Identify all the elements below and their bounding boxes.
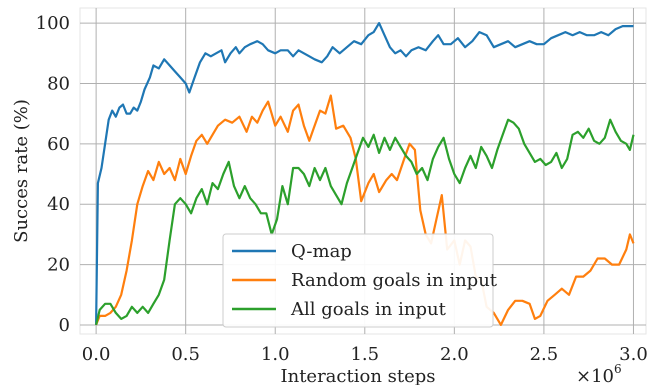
x-axis-label: Interaction steps [280, 366, 435, 385]
legend-label: All goals in input [290, 299, 447, 320]
y-tick-label: 40 [47, 194, 70, 215]
y-tick-label: 100 [36, 13, 70, 34]
series-line-random-goals-in-input [95, 94, 635, 326]
x-multiplier-label: ×106 [576, 362, 622, 385]
x-tick-label: 0.0 [82, 344, 111, 365]
y-tick-label: 20 [47, 255, 70, 276]
series-lines [95, 22, 635, 326]
x-tick-label: 1.5 [350, 344, 379, 365]
x-tick-label: 2.5 [530, 344, 559, 365]
y-axis-label: Succes rate (%) [11, 99, 32, 243]
legend: Q-map Random goals in input All goals in i… [222, 233, 498, 328]
y-tick-label: 0 [59, 315, 70, 336]
series-line-q-map [95, 22, 634, 325]
x-tick-label: 0.5 [171, 344, 200, 365]
x-multiplier-base: ×10 [576, 366, 614, 385]
series-line-all-goals-in-input [95, 118, 635, 326]
x-tick-label: 3.0 [619, 344, 648, 365]
x-tick-labels: 0.0 0.5 1.0 1.5 2.0 2.5 3.0 [82, 344, 648, 365]
legend-label: Random goals in input [291, 270, 498, 291]
x-tick-label: 1.0 [261, 344, 290, 365]
x-multiplier-exponent: 6 [614, 362, 622, 376]
y-tick-labels: 0 20 40 60 80 100 [36, 13, 70, 336]
y-tick-label: 80 [47, 73, 70, 94]
legend-box [222, 233, 494, 328]
y-tick-label: 60 [47, 134, 70, 155]
x-tick-label: 2.0 [440, 344, 469, 365]
legend-label: Q-map [291, 241, 352, 262]
